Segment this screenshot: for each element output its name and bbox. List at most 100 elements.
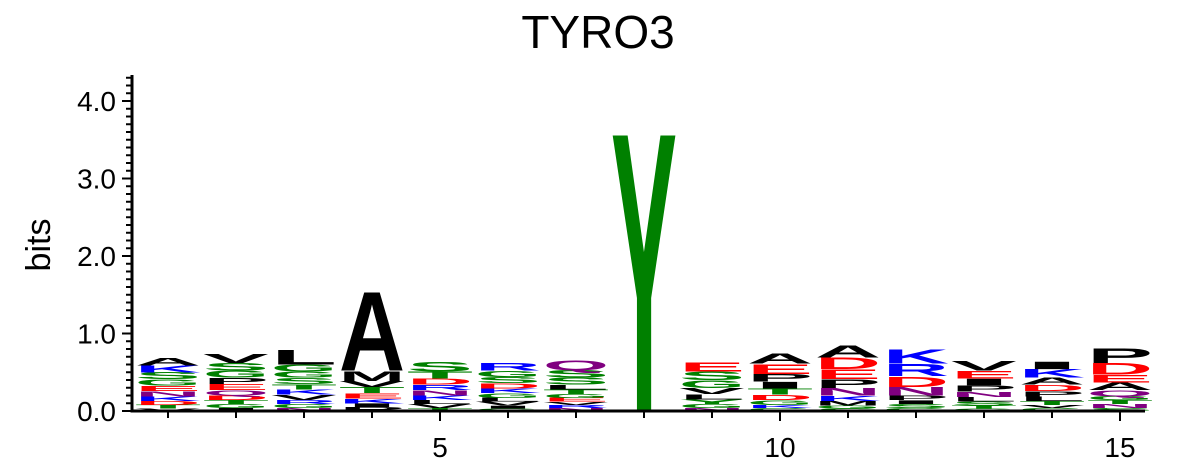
y-tick-label: 4.0	[77, 86, 116, 117]
logo-letter-s-pos-6: S	[475, 375, 541, 385]
logo-letter-p-pos-4: P	[339, 406, 405, 412]
logo-letter-g-pos-1: G	[135, 378, 201, 388]
logo-letter-a-pos-15: A	[1087, 380, 1153, 392]
logo-letter-s-pos-9: S	[679, 369, 745, 382]
logo-letter-m-pos-4: M	[339, 368, 405, 383]
logo-letter-d-pos-12: D	[883, 373, 949, 390]
logo-letter-g-pos-3: G	[271, 370, 337, 380]
logo-letter-s-pos-7: S	[543, 368, 609, 380]
logo-letter-s-pos-2: S	[203, 361, 269, 373]
logo-letter-v-pos-13: V	[951, 358, 1017, 374]
logo-letter-p-pos-15: P	[1087, 344, 1153, 368]
logo-letter-g-pos-10: G	[747, 399, 813, 406]
logo-letter-l-pos-3: L	[271, 345, 337, 369]
logo-letter-t-pos-1: T	[135, 404, 201, 410]
logo-letter-n-pos-15: N	[1087, 403, 1153, 409]
logo-letter-l-pos-13: L	[951, 396, 1017, 403]
logo-letter-v-pos-6: V	[475, 401, 541, 407]
logo-letter-p-pos-10: P	[747, 372, 813, 384]
axes: 0.0 1.0 2.0 3.0 4.0 5 10 15	[77, 75, 1145, 463]
y-tick-label: 2.0	[77, 241, 116, 272]
x-tick-label: 15	[1104, 432, 1135, 463]
logo-letters: VTDKNEGSKAIGTDQEPGSVNGRVKTSGGLPIKETVMATV…	[135, 49, 1153, 471]
y-tick-label: 3.0	[77, 164, 116, 195]
logo-letter-n-pos-11: N	[815, 386, 881, 398]
logo-letter-t-pos-14: T	[1019, 400, 1085, 406]
logo-letter-g-pos-6: G	[475, 392, 541, 399]
logo-letter-s-pos-5: S	[407, 359, 473, 375]
logo-letter-k-pos-10: K	[747, 404, 813, 409]
logo-letter-t-pos-3: T	[271, 383, 337, 391]
logo-letter-i-pos-13: I	[951, 377, 1017, 388]
logo-letter-e-pos-11: E	[815, 367, 881, 383]
logo-letter-e-pos-10: E	[747, 361, 813, 377]
logo-letter-d-pos-2: D	[203, 394, 269, 401]
logo-letter-e-pos-4: E	[339, 392, 405, 400]
logo-letter-i-pos-6: I	[475, 405, 541, 410]
logo-letter-a-pos-14: A	[1019, 376, 1085, 387]
y-axis-label: bits	[20, 219, 58, 272]
chart-title: TYRO3	[521, 6, 674, 58]
logo-letter-i-pos-4: I	[339, 402, 405, 408]
logo-letter-p-pos-14: P	[1019, 389, 1085, 397]
logo-letter-r-pos-3: R	[271, 399, 337, 405]
logo-letter-k-pos-3: K	[271, 388, 337, 396]
logo-letter-g-pos-7: G	[543, 393, 609, 399]
logo-letter-v-pos-9: V	[679, 386, 745, 396]
logo-letter-e-pos-1: E	[135, 384, 201, 392]
logo-letter-a-pos-11: A	[815, 342, 881, 361]
logo-letter-q-pos-2: Q	[203, 389, 269, 398]
logo-letter-e-pos-13: E	[951, 369, 1017, 381]
logo-letter-t-pos-13: T	[951, 405, 1017, 410]
logo-letter-d-pos-15: D	[1087, 360, 1153, 378]
y-tick-label: 0.0	[77, 396, 116, 427]
y-tick-label: 1.0	[77, 319, 116, 350]
logo-letter-e-pos-9: E	[679, 360, 745, 374]
logo-letter-y-pos-8: Y	[611, 49, 677, 471]
logo-letter-k-pos-5: K	[407, 394, 473, 401]
logo-letter-v-pos-7: V	[543, 401, 609, 406]
logo-letter-p-pos-11: P	[815, 377, 881, 390]
logo-letter-n-pos-12: N	[883, 385, 949, 398]
logo-letter-r-pos-7: R	[543, 404, 609, 409]
logo-letter-t-pos-7: T	[543, 388, 609, 395]
logo-letter-l-pos-9: L	[679, 393, 745, 401]
logo-letter-g-pos-2: G	[203, 369, 269, 380]
logo-letter-p-pos-12: P	[883, 394, 949, 401]
logo-letter-n-pos-5: N	[407, 389, 473, 397]
logo-letter-p-pos-13: P	[951, 384, 1017, 394]
logo-letter-l-pos-7: L	[543, 384, 609, 391]
logo-letter-l-pos-6: L	[475, 397, 541, 403]
logo-letter-g-pos-2: G	[203, 403, 269, 409]
logo-letter-i-pos-14: I	[1019, 359, 1085, 371]
logo-letter-k-pos-4: K	[339, 397, 405, 404]
logo-letter-g-pos-3: G	[271, 363, 337, 374]
logo-letter-r-pos-5: R	[407, 383, 473, 391]
logo-letter-v-pos-3: V	[271, 393, 337, 401]
logo-letter-s-pos-12: S	[883, 403, 949, 409]
logo-letter-k-pos-14: K	[1019, 367, 1085, 380]
logo-letter-r-pos-6: R	[475, 361, 541, 373]
logo-letter-g-pos-9: G	[679, 378, 745, 390]
x-tick-label: 5	[432, 432, 448, 463]
logo-letter-v-pos-14: V	[1019, 404, 1085, 409]
logo-letter-t-pos-10: T	[747, 387, 813, 397]
logo-letter-t-pos-4: T	[339, 386, 405, 396]
logo-letter-t-pos-15: T	[1087, 399, 1153, 405]
logo-letter-g-pos-15: G	[1087, 395, 1153, 401]
logo-letter-d-pos-6: D	[475, 382, 541, 390]
x-tick-label: 10	[764, 432, 795, 463]
logo-letter-i-pos-12: I	[883, 399, 949, 405]
logo-letter-d-pos-10: D	[747, 393, 813, 401]
logo-letter-l-pos-5: L	[407, 399, 473, 405]
logo-letter-n-pos-13: N	[951, 390, 1017, 398]
logo-letter-e-pos-7: E	[543, 397, 609, 403]
logo-letter-t-pos-5: T	[407, 370, 473, 381]
logo-letter-k-pos-12: K	[883, 346, 949, 369]
logo-letter-e-pos-2: E	[203, 382, 269, 392]
logo-letter-k-pos-6: K	[475, 387, 541, 394]
logo-letter-r-pos-12: R	[883, 360, 949, 379]
logo-letter-a-pos-10: A	[747, 350, 813, 367]
logo-letter-y-pos-9: Y	[679, 398, 745, 405]
